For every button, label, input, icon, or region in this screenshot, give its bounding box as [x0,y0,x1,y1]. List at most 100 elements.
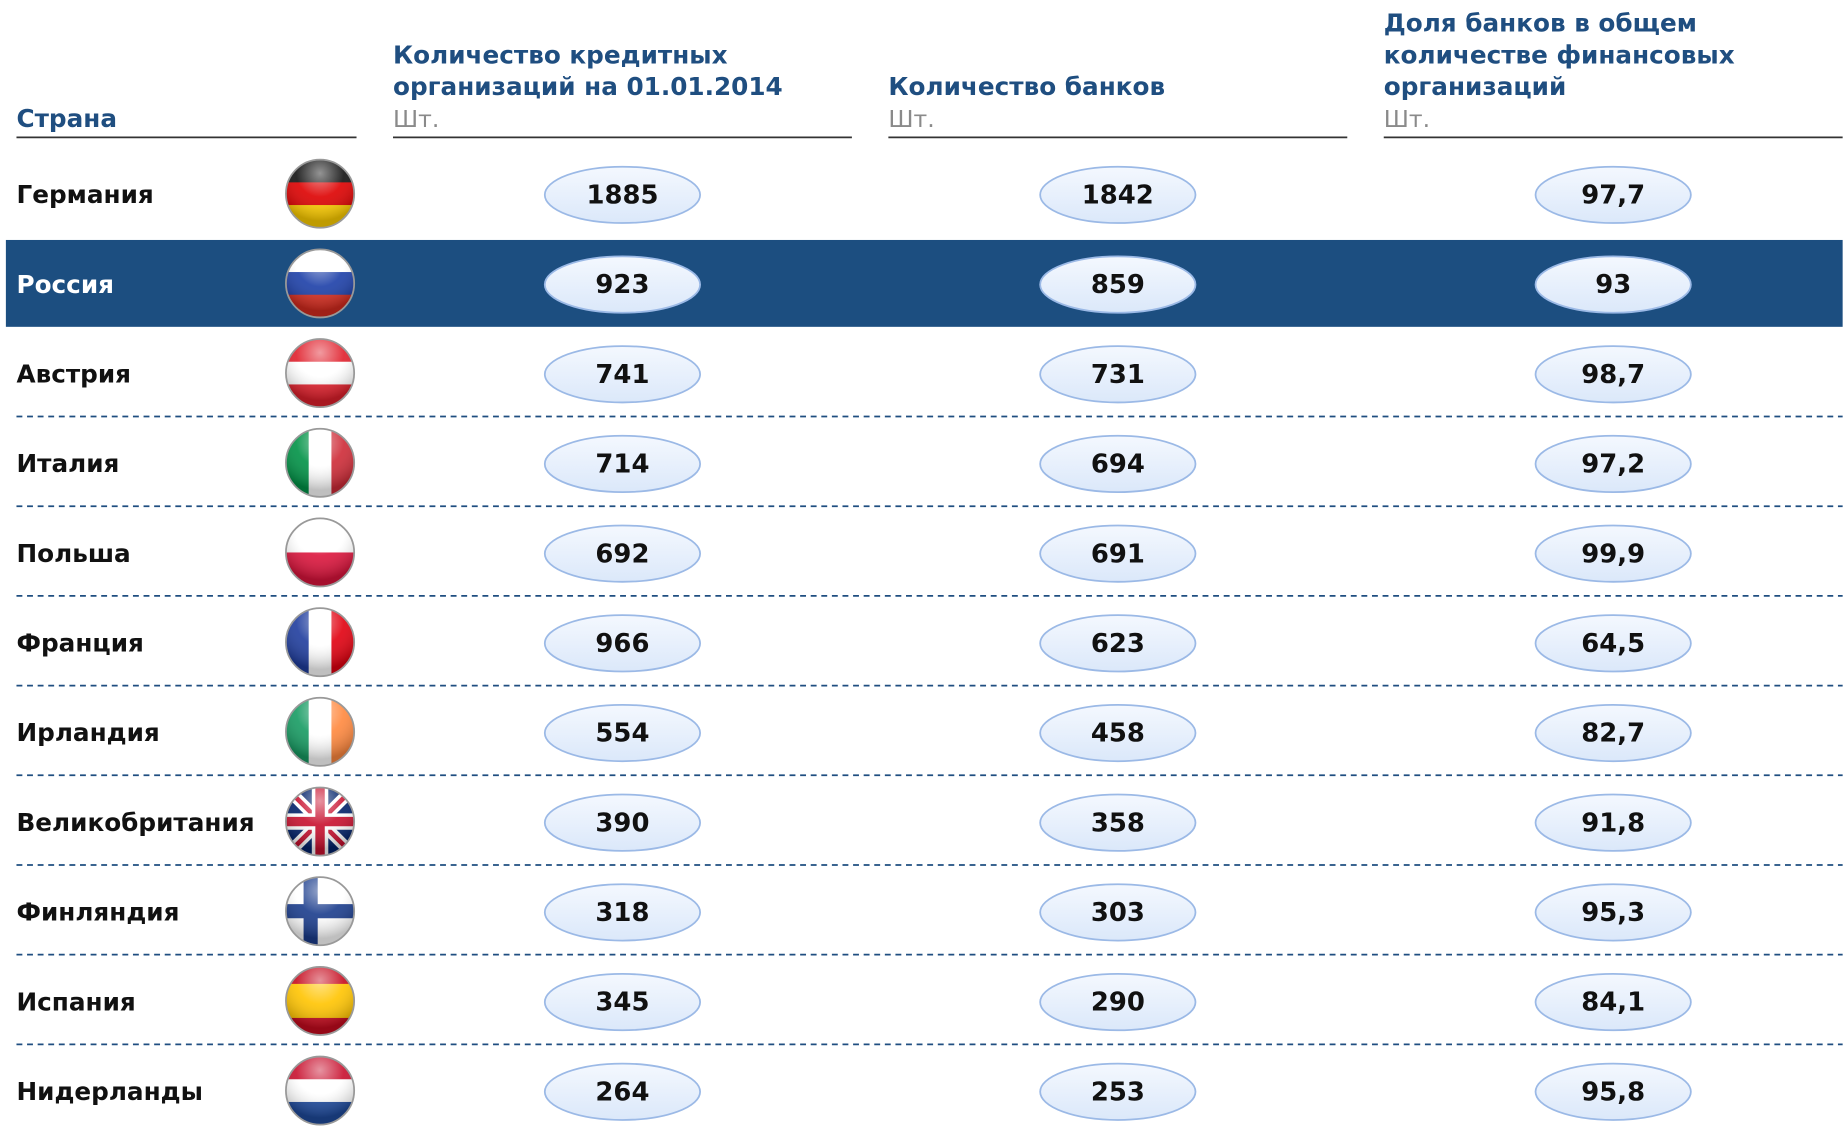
value-text: 98,7 [1581,360,1645,390]
value-text: 290 [1091,988,1145,1018]
flag-rim [285,786,356,857]
value-oval [1039,703,1197,763]
flag-gloss [285,787,355,856]
country-name: Италия [16,449,119,478]
value-oval [543,524,701,583]
value-oval [1534,165,1692,224]
column-title: Количество банков [888,72,1165,101]
value-text: 554 [595,719,649,749]
country-name: Нидерланды [16,1077,202,1106]
flag-gloss [285,697,355,766]
value-text: 1842 [1082,181,1154,211]
flag-icon [285,158,356,229]
value-oval [543,793,701,852]
value-oval [543,345,701,404]
value-oval [543,614,701,673]
flag-icon [285,965,356,1036]
value-text: 95,3 [1581,898,1645,928]
value-text: 923 [595,270,649,300]
flag-gloss [285,877,355,946]
value-text: 95,8 [1581,1077,1645,1107]
country-name: Ирландия [16,718,159,747]
value-text: 93 [1595,270,1631,300]
column-unit: Шт. [393,105,439,133]
flag-gloss [285,339,355,408]
value-text: 345 [595,988,649,1018]
country-name: Россия [16,270,114,299]
value-oval [1534,345,1692,404]
value-oval [543,883,701,942]
country-name: Австрия [16,360,131,389]
flag-icon [285,876,356,947]
value-oval [1039,345,1197,404]
value-oval [1534,255,1692,314]
flag-rim [285,696,356,767]
value-text: 358 [1091,808,1145,838]
column-unit: Шт. [1384,105,1430,133]
value-text: 966 [595,629,649,659]
flag-icon [285,427,356,498]
value-oval [1534,434,1692,494]
value-text: 91,8 [1581,808,1645,838]
value-oval [1039,883,1197,942]
country-name: Польша [16,539,130,568]
value-text: 859 [1091,270,1145,300]
column-title: Доля банков в общем [1384,9,1697,38]
flag-gloss [285,428,355,497]
flag-icon [285,696,356,767]
flag-gloss [285,159,355,228]
flag-rim [285,965,356,1036]
value-oval [1039,614,1197,673]
value-text: 731 [1091,360,1145,390]
flag-gloss [285,249,355,318]
value-oval [543,255,701,314]
value-text: 64,5 [1581,629,1645,659]
column-title: организаций на 01.01.2014 [393,72,783,101]
flag-rim [285,1055,356,1126]
value-oval [543,703,701,763]
value-oval [1039,973,1197,1032]
value-oval [1534,1062,1692,1121]
column-title: организаций [1384,72,1567,101]
value-oval [1534,973,1692,1032]
value-oval [1534,614,1692,673]
column-title: количестве финансовых [1384,40,1735,69]
value-oval [543,973,701,1032]
value-text: 458 [1091,719,1145,749]
country-name: Германия [16,180,153,209]
flag-rim [285,427,356,498]
country-name: Испания [16,987,135,1016]
flag-gloss [285,1056,355,1125]
value-text: 691 [1091,539,1145,569]
value-text: 97,7 [1581,181,1645,211]
value-text: 623 [1091,629,1145,659]
value-oval [1039,255,1197,314]
value-text: 390 [595,808,649,838]
value-text: 82,7 [1581,719,1645,749]
country-name: Франция [16,629,143,658]
flag-rim [285,517,356,588]
flag-icon [285,786,356,857]
flag-rim [285,338,356,409]
flag-icon [285,248,356,319]
flag-gloss [285,608,355,677]
value-oval [543,1062,701,1121]
column-title: Страна [16,104,117,133]
value-oval [1039,165,1197,224]
value-text: 97,2 [1581,450,1645,480]
value-text: 253 [1091,1077,1145,1107]
value-oval [1534,793,1692,852]
flag-icon [285,338,356,409]
flag-icon [285,517,356,588]
value-text: 318 [595,898,649,928]
value-oval [1534,703,1692,763]
column-title: Количество кредитных [393,40,728,69]
value-oval [543,165,701,224]
value-oval [1039,793,1197,852]
flag-icon [285,607,356,678]
flag-rim [285,876,356,947]
value-text: 714 [595,450,649,480]
value-text: 1885 [586,181,658,211]
value-text: 99,9 [1581,539,1645,569]
